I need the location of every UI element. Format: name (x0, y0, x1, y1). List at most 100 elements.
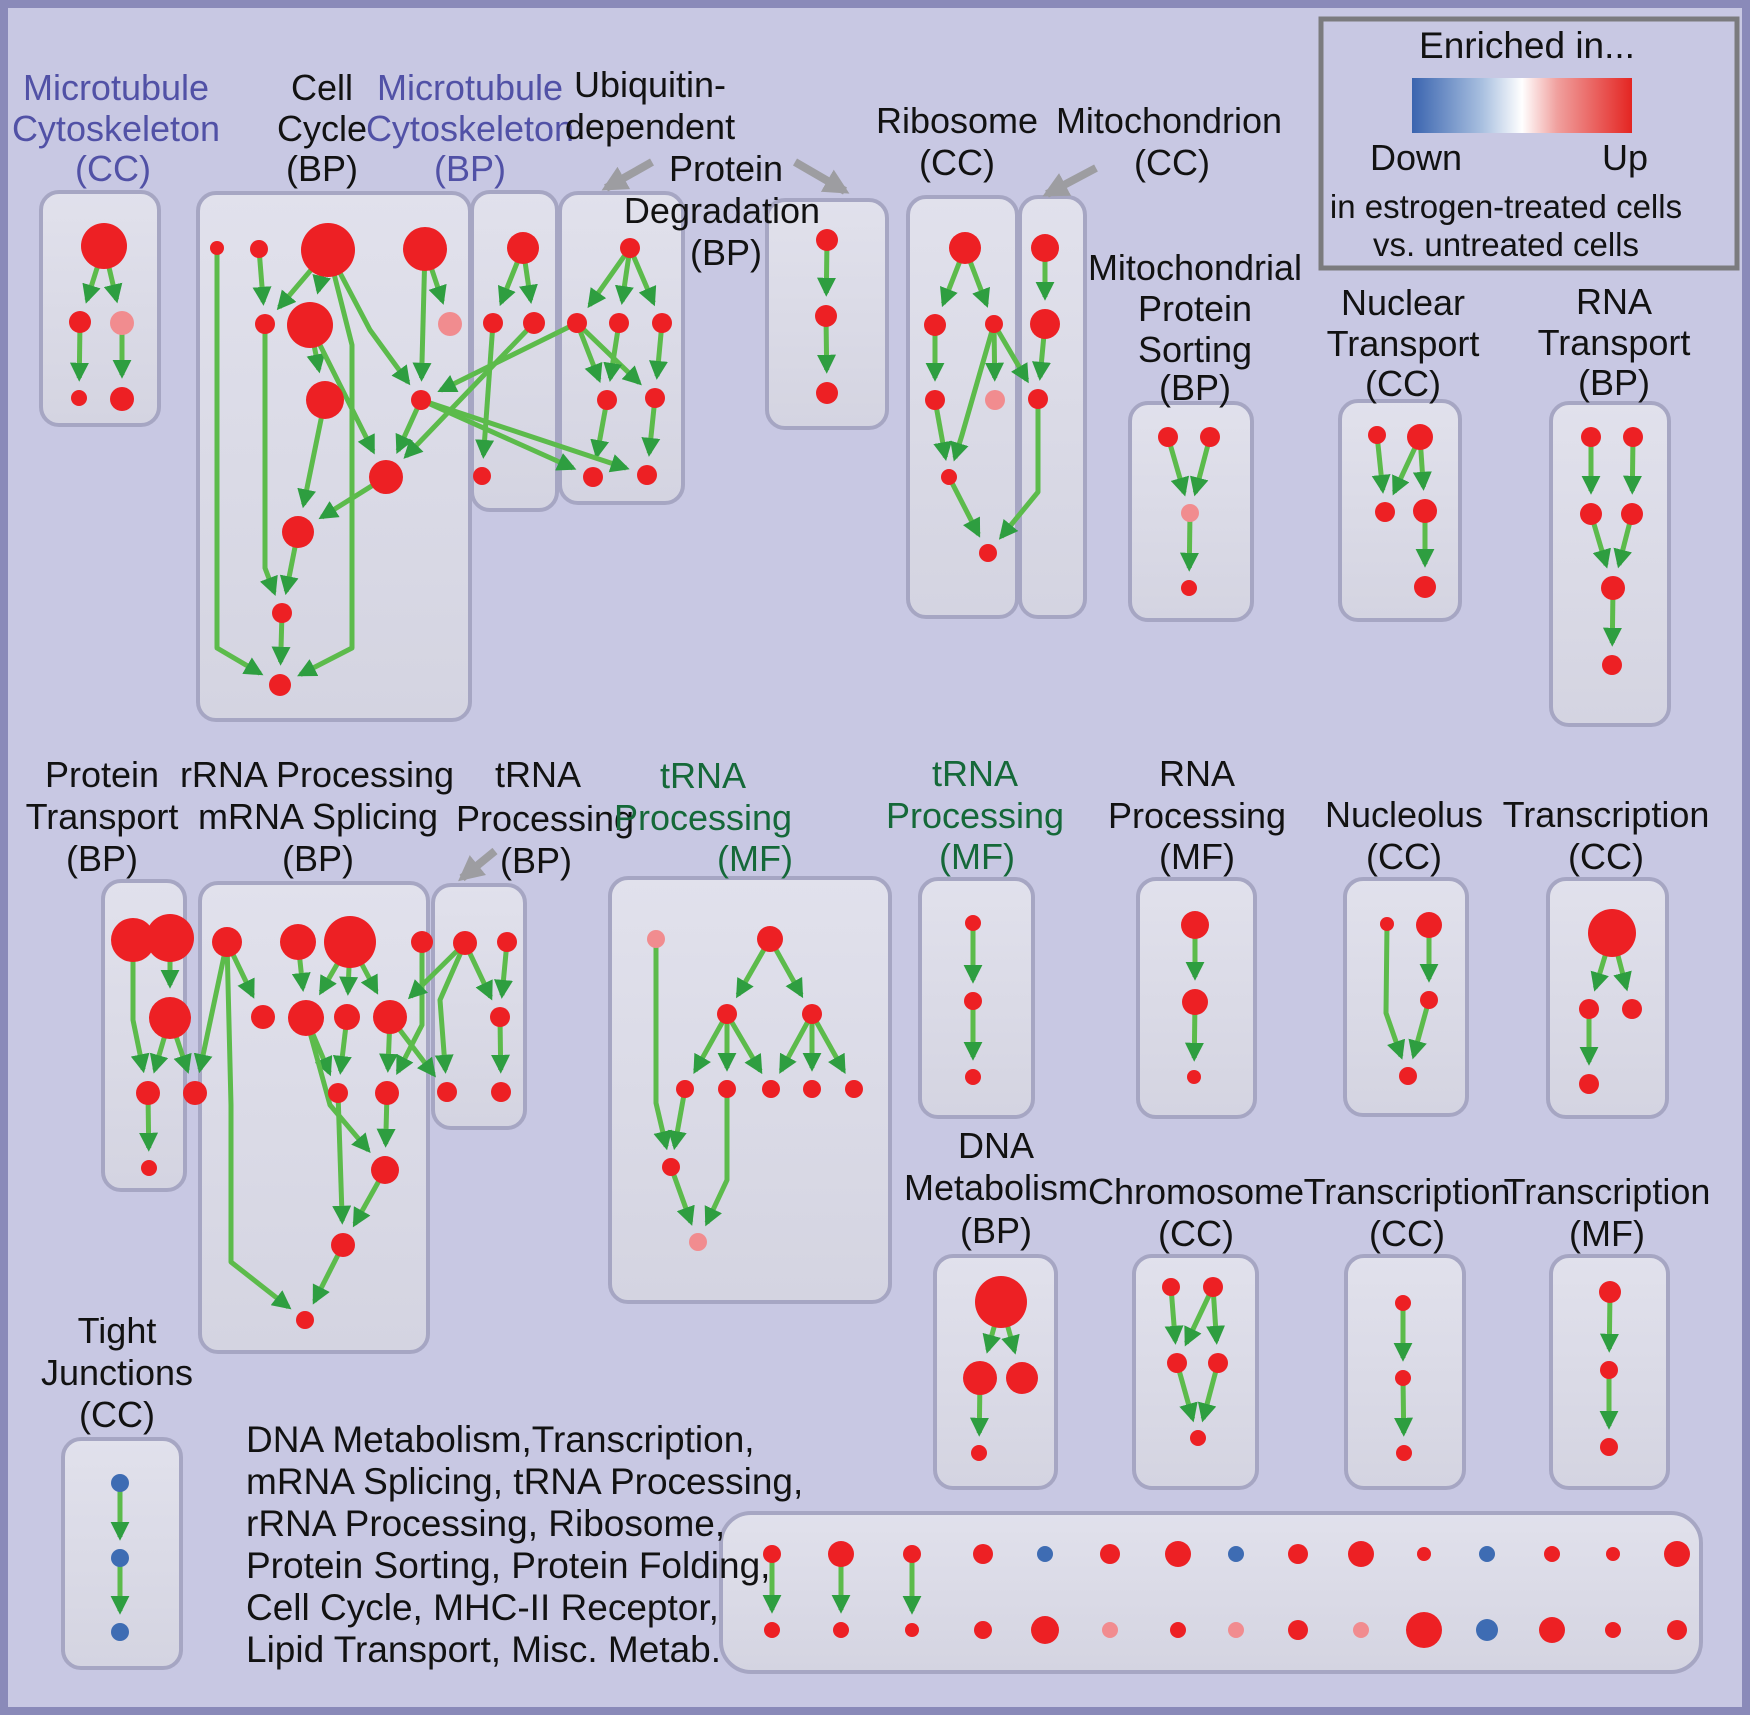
edge-m3-b7 (998, 399, 1041, 540)
matrix-node-top-10 (1348, 1541, 1374, 1567)
node-mc2 (69, 311, 91, 333)
node-m2 (1030, 309, 1060, 339)
matrix-node-bottom-4 (974, 1621, 992, 1639)
node-ch4 (1208, 1353, 1228, 1373)
rrna-processing-mrna-splicing-bp-label-line-2: mRNA Splicing (198, 796, 438, 837)
edge-r9-r12 (332, 1092, 352, 1225)
edge-r4-r10 (395, 942, 425, 1076)
edge-b3-b6 (950, 323, 997, 462)
rna-transport-bp-label-line-1: RNA (1576, 281, 1652, 322)
node-rt2 (1623, 427, 1643, 447)
node-ms1 (1158, 427, 1178, 447)
node-pt2 (146, 914, 194, 962)
rrna-processing-box (198, 881, 430, 1354)
legend-title: Enriched in... (1419, 25, 1635, 66)
edge-b6-b7 (946, 475, 981, 538)
node-r9 (328, 1083, 348, 1103)
node-cc4 (403, 227, 447, 271)
transcription-cc-upper-label-line-1: Transcription (1503, 794, 1710, 835)
node-f6 (718, 1080, 736, 1098)
node-t2 (497, 932, 517, 952)
edge-f1-f10 (653, 939, 672, 1151)
node-b5 (985, 390, 1005, 410)
matrix-node-top-9 (1288, 1544, 1308, 1564)
node-u0 (620, 238, 640, 258)
edge-cc3-cc9 (325, 248, 411, 386)
rna-processing-mf-label-line-3: (MF) (1159, 836, 1235, 877)
edge-cc5-cc12 (259, 324, 278, 596)
edge-nt1-nt3 (1371, 434, 1391, 494)
matrix-node-bottom-5 (1031, 1616, 1059, 1644)
node-j1 (111, 1474, 129, 1492)
node-tc2 (1579, 999, 1599, 1019)
node-b3 (985, 315, 1003, 333)
rna-processing-mf-label-line-2: Processing (1108, 795, 1286, 836)
dna-metabolism-bp-label-line-1: DNA (958, 1125, 1034, 1166)
legend-gradient-bar (1412, 78, 1632, 133)
node-rt6 (1602, 655, 1622, 675)
node-cc7 (438, 312, 462, 336)
node-ch2 (1203, 1277, 1223, 1297)
edge-ch2-ch3 (1184, 1285, 1216, 1347)
matrix-node-top-6 (1100, 1544, 1120, 1564)
node-r6 (288, 1000, 324, 1036)
nuclear-transport-box (1338, 399, 1462, 622)
node-f7 (762, 1080, 780, 1098)
node-cc9 (411, 390, 431, 410)
edge-cc3-cc13 (297, 249, 355, 677)
node-n1 (1380, 917, 1394, 931)
trna-processing-mf-1-label-line-3: (MF) (717, 838, 793, 879)
nuclear-transport-cc-label-line-3: (CC) (1365, 363, 1441, 404)
node-f9 (845, 1080, 863, 1098)
shared-terms-text-line-4: Protein Sorting, Protein Folding, (246, 1545, 770, 1586)
ubiquitin-degradation-1-box (558, 191, 685, 505)
matrix-node-bottom-7 (1170, 1622, 1186, 1638)
node-b2 (924, 314, 946, 336)
matrix-node-bottom-8 (1228, 1622, 1244, 1638)
matrix-node-top-7 (1165, 1541, 1191, 1567)
node-s1 (965, 915, 981, 931)
nucleolus-cc-label-line-1: Nucleolus (1325, 794, 1483, 835)
rna-transport-bp-label-line-3: (BP) (1578, 362, 1650, 403)
node-b1 (949, 232, 981, 264)
node-tc1 (1588, 909, 1636, 957)
mitochondrial-protein-sorting-bp-label-line-3: Sorting (1138, 329, 1252, 370)
node-uc1 (597, 390, 617, 410)
matrix-node-top-3 (903, 1545, 921, 1563)
shared-terms-text-line-2: mRNA Splicing, tRNA Processing, (246, 1461, 803, 1502)
edge-n3-n4 (1408, 999, 1432, 1060)
ubiquitin-right-pointer (792, 158, 850, 195)
rna-processing-mf-label-line-1: RNA (1159, 753, 1235, 794)
node-d4 (971, 1445, 987, 1461)
node-uc2 (645, 388, 665, 408)
node-pt5 (141, 1160, 157, 1176)
node-r2 (280, 924, 316, 960)
matrix-node-top-5 (1037, 1546, 1053, 1562)
node-b7 (979, 544, 997, 562)
matrix-node-bottom-2 (833, 1622, 849, 1638)
node-r13 (296, 1311, 314, 1329)
node-r0 (183, 1081, 207, 1105)
node-nt5 (1414, 576, 1436, 598)
node-d1 (975, 1276, 1027, 1328)
tight-junctions-cc-label-line-1: Tight (78, 1310, 157, 1351)
legend-box (1318, 16, 1740, 271)
edge-f5-f10 (668, 1088, 688, 1151)
node-d3 (1006, 1362, 1038, 1394)
edge-t1-r8 (407, 941, 467, 1000)
node-mc3 (110, 311, 134, 335)
node-f10 (662, 1158, 680, 1176)
edge-f3-f7 (724, 1012, 763, 1075)
nucleolus-cc-label-line-2: (CC) (1366, 836, 1442, 877)
edge-f3-f5 (693, 1012, 730, 1074)
node-y2 (1600, 1361, 1618, 1379)
node-tc3 (1622, 999, 1642, 1019)
trna-processing-mf-2-label-line-3: (MF) (939, 836, 1015, 877)
node-ub1 (583, 467, 603, 487)
node-nt1 (1368, 426, 1386, 444)
node-r1 (212, 927, 242, 957)
matrix-node-top-14 (1606, 1547, 1620, 1561)
node-y3 (1600, 1438, 1618, 1456)
node-mb2 (483, 313, 503, 333)
